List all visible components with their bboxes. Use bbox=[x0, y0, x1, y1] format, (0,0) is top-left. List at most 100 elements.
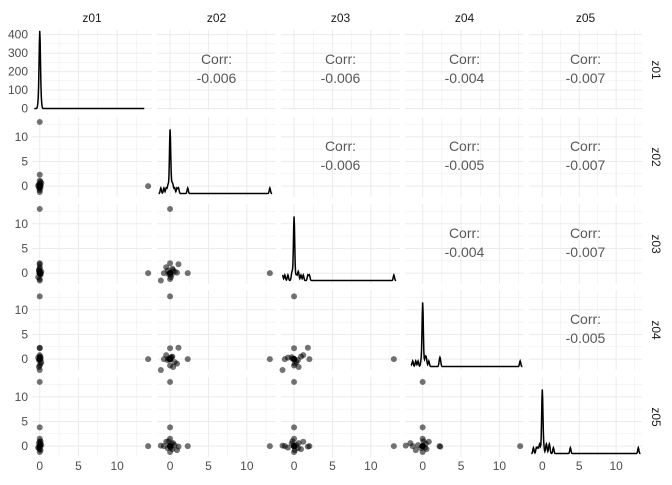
data-point bbox=[284, 354, 291, 361]
data-point bbox=[36, 446, 43, 453]
data-point bbox=[291, 293, 298, 300]
data-point bbox=[170, 364, 177, 371]
data-point bbox=[36, 424, 43, 431]
data-point bbox=[175, 344, 182, 351]
density-line bbox=[34, 30, 145, 110]
data-point bbox=[36, 353, 43, 360]
row-strip-label: z04 bbox=[649, 320, 663, 340]
panel-z02-z02 bbox=[157, 117, 276, 197]
data-point bbox=[36, 189, 43, 196]
data-point bbox=[291, 378, 298, 385]
data-point bbox=[167, 293, 174, 300]
data-point bbox=[295, 440, 302, 447]
data-point bbox=[167, 260, 174, 267]
data-point bbox=[169, 265, 176, 272]
data-point bbox=[291, 360, 298, 367]
data-point bbox=[157, 277, 164, 284]
data-point bbox=[437, 443, 444, 450]
x-tick-label: 10 bbox=[364, 459, 378, 473]
data-point bbox=[517, 443, 524, 450]
data-point bbox=[415, 442, 422, 449]
data-point bbox=[36, 265, 43, 272]
x-tick-label: 0 bbox=[36, 459, 43, 473]
panel-z04-z03 bbox=[279, 290, 400, 373]
data-point bbox=[173, 360, 180, 367]
panel-z02-z03: Corr: -0.006 bbox=[281, 117, 400, 197]
corr-label: Corr: bbox=[201, 51, 232, 67]
y-tick-label: 10 bbox=[15, 130, 29, 144]
data-point bbox=[35, 364, 42, 371]
y-tick-label: 10 bbox=[15, 217, 29, 231]
data-point bbox=[291, 345, 298, 352]
corr-value: -0.004 bbox=[445, 244, 485, 260]
panel-z03-z03 bbox=[281, 204, 400, 284]
corr-label: Corr: bbox=[449, 225, 480, 241]
corr-label: Corr: bbox=[449, 138, 480, 154]
y-tick-label: 0 bbox=[21, 179, 28, 193]
data-point bbox=[36, 378, 43, 385]
data-point bbox=[423, 446, 430, 453]
corr-label: Corr: bbox=[325, 51, 356, 67]
density-line bbox=[531, 389, 641, 455]
corr-value: -0.007 bbox=[566, 70, 606, 86]
column-strip-label: z04 bbox=[455, 11, 475, 25]
x-tick-label: 5 bbox=[329, 459, 336, 473]
data-point bbox=[167, 424, 174, 431]
data-point bbox=[36, 171, 43, 178]
data-point bbox=[284, 444, 291, 451]
data-point bbox=[163, 264, 170, 271]
data-point bbox=[36, 118, 43, 125]
corr-value: -0.006 bbox=[321, 70, 361, 86]
data-point bbox=[145, 443, 152, 450]
panel-z05-z03 bbox=[279, 377, 400, 457]
panel-z03-z02 bbox=[157, 204, 276, 284]
panel-z05-z02 bbox=[157, 377, 276, 457]
panel-z02-z01 bbox=[32, 117, 152, 197]
data-point bbox=[165, 438, 172, 445]
data-point bbox=[167, 205, 174, 212]
data-point bbox=[289, 355, 296, 362]
panel-z04-z02 bbox=[157, 290, 276, 373]
data-point bbox=[175, 261, 182, 268]
y-tick-label: 400 bbox=[8, 28, 28, 42]
y-tick-label: 100 bbox=[8, 83, 28, 97]
data-point bbox=[169, 446, 176, 453]
y-tick-label: 10 bbox=[15, 303, 29, 317]
corr-label: Corr: bbox=[570, 51, 601, 67]
corr-value: -0.004 bbox=[445, 70, 485, 86]
y-tick-label: 5 bbox=[21, 241, 28, 255]
y-tick-label: 0 bbox=[21, 266, 28, 280]
corr-value: -0.006 bbox=[321, 157, 361, 173]
data-point bbox=[165, 271, 172, 278]
corr-label: Corr: bbox=[449, 51, 480, 67]
data-point bbox=[304, 344, 311, 351]
column-strip-label: z02 bbox=[207, 11, 227, 25]
panel-z03-z01 bbox=[32, 204, 152, 284]
x-tick-label: 10 bbox=[609, 459, 623, 473]
data-point bbox=[402, 442, 409, 449]
corr-label: Corr: bbox=[570, 225, 601, 241]
column-strip-label: z01 bbox=[82, 11, 102, 25]
panel-z05-z01 bbox=[32, 377, 152, 457]
panel-z05-z05 bbox=[529, 377, 642, 457]
data-point bbox=[412, 447, 419, 454]
y-tick-label: 0 bbox=[21, 439, 28, 453]
column-strip-label: z03 bbox=[331, 11, 351, 25]
data-point bbox=[145, 183, 152, 190]
data-point bbox=[297, 446, 304, 453]
data-point bbox=[390, 443, 397, 450]
panel-z01-z05: Corr: -0.007 bbox=[529, 30, 642, 110]
data-point bbox=[419, 378, 426, 385]
y-tick-label: 5 bbox=[21, 154, 28, 168]
data-point bbox=[297, 353, 304, 360]
data-point bbox=[167, 378, 174, 385]
panel-z01-z03: Corr: -0.006 bbox=[281, 30, 400, 110]
panel-z02-z04: Corr: -0.005 bbox=[405, 117, 524, 197]
corr-label: Corr: bbox=[570, 138, 601, 154]
panel-z02-z05: Corr: -0.007 bbox=[529, 117, 642, 197]
x-tick-label: 0 bbox=[539, 459, 546, 473]
data-point bbox=[300, 438, 307, 445]
data-point bbox=[145, 270, 152, 277]
